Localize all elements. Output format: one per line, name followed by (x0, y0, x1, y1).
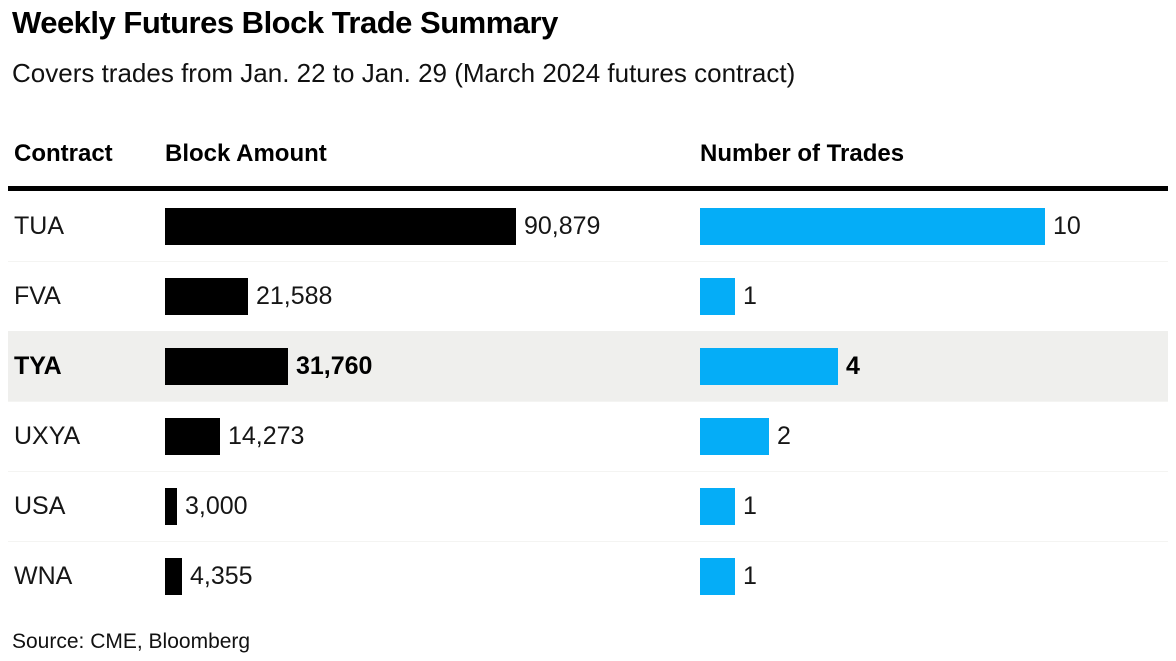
source-note: Source: CME, Bloomberg (12, 630, 251, 653)
table-row: WNA 4,355 1 (8, 541, 1168, 611)
block-amount-value: 31,760 (296, 351, 373, 380)
column-header-contract: Contract (14, 140, 113, 167)
contract-label: USA (14, 492, 66, 520)
block-amount-bar (165, 278, 248, 315)
table-body: TUA 90,879 10 FVA 21,588 1 TYA 31,760 4 … (8, 191, 1168, 611)
table-row: TYA 31,760 4 (8, 331, 1168, 401)
page-subtitle: Covers trades from Jan. 22 to Jan. 29 (M… (12, 58, 796, 88)
block-amount-value: 4,355 (190, 562, 253, 590)
trades-value: 2 (777, 422, 791, 450)
trade-table: Contract Block Amount Number of Trades T… (8, 138, 1168, 611)
header-divider-rule (8, 186, 1168, 191)
block-amount-value: 3,000 (185, 492, 248, 520)
table-row: UXYA 14,273 2 (8, 401, 1168, 471)
contract-label: FVA (14, 282, 61, 310)
block-amount-value: 14,273 (228, 422, 305, 450)
trades-cell: 1 (700, 558, 1168, 595)
column-header-block-amount: Block Amount (165, 140, 327, 167)
trades-cell: 4 (700, 347, 1168, 385)
table-row: TUA 90,879 10 (8, 191, 1168, 261)
contract-label: TYA (14, 351, 62, 380)
column-header-number-of-trades: Number of Trades (700, 140, 905, 167)
table-header-row: Contract Block Amount Number of Trades (8, 138, 1168, 170)
block-amount-cell: 90,879 (165, 207, 700, 245)
block-amount-bar (165, 207, 516, 245)
trades-cell: 10 (700, 207, 1168, 245)
trades-bar (700, 418, 769, 455)
contract-label: UXYA (14, 422, 81, 450)
block-amount-value: 21,588 (256, 282, 333, 310)
block-amount-bar (165, 558, 182, 595)
trades-cell: 1 (700, 278, 1168, 315)
block-amount-bar (165, 488, 177, 525)
table-row: FVA 21,588 1 (8, 261, 1168, 331)
trades-value: 4 (846, 351, 860, 380)
block-amount-cell: 31,760 (165, 347, 700, 385)
contract-label: TUA (14, 211, 64, 240)
trades-value: 10 (1053, 211, 1081, 240)
block-amount-value: 90,879 (524, 211, 601, 240)
block-amount-bar (165, 418, 220, 455)
trades-value: 1 (743, 282, 757, 310)
block-amount-cell: 4,355 (165, 558, 700, 595)
trades-bar (700, 488, 735, 525)
trades-bar (700, 347, 838, 385)
trades-value: 1 (743, 492, 757, 520)
block-amount-cell: 21,588 (165, 278, 700, 315)
trades-cell: 1 (700, 488, 1168, 525)
trades-bar (700, 207, 1045, 245)
trades-value: 1 (743, 562, 757, 590)
page-title: Weekly Futures Block Trade Summary (12, 5, 558, 40)
block-amount-cell: 3,000 (165, 488, 700, 525)
trades-bar (700, 278, 735, 315)
block-amount-cell: 14,273 (165, 418, 700, 455)
trades-bar (700, 558, 735, 595)
table-row: USA 3,000 1 (8, 471, 1168, 541)
block-amount-bar (165, 347, 288, 385)
contract-label: WNA (14, 562, 73, 590)
trades-cell: 2 (700, 418, 1168, 455)
